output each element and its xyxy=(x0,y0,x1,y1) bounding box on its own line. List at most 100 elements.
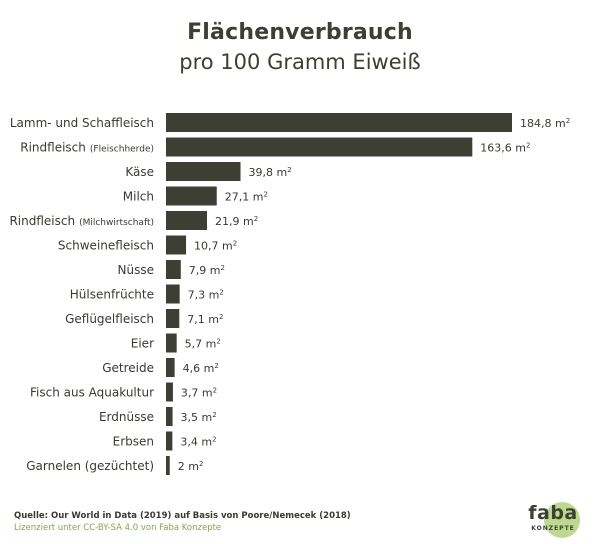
value-number-4: 21,9 m xyxy=(215,215,254,228)
value-unit-sup-14: 2 xyxy=(199,460,203,468)
value-label-14: 2 m2 xyxy=(178,460,204,473)
bar-7 xyxy=(166,284,180,304)
category-main-12: Erdnüsse xyxy=(99,410,154,424)
category-label-6: Nüsse xyxy=(118,263,154,277)
category-label-5: Schweinefleisch xyxy=(58,239,154,253)
chart-title: Flächenverbrauch xyxy=(187,20,413,45)
category-sub-4: (Milchwirtschaft) xyxy=(79,218,154,228)
value-number-9: 5,7 m xyxy=(185,338,217,351)
bar-13 xyxy=(166,431,173,451)
value-unit-sup-12: 2 xyxy=(212,411,216,419)
bar-14 xyxy=(166,456,170,475)
category-label-9: Eier xyxy=(131,337,154,351)
category-main-1: Rindfleisch xyxy=(20,141,86,155)
value-unit-sup-3: 2 xyxy=(263,191,267,199)
category-main-10: Getreide xyxy=(102,361,154,375)
value-number-8: 7,1 m xyxy=(187,313,219,326)
value-label-12: 3,5 m2 xyxy=(181,411,217,424)
category-label-12: Erdnüsse xyxy=(99,410,154,424)
value-label-13: 3,4 m2 xyxy=(180,436,216,449)
logo-circle-icon xyxy=(544,502,580,538)
value-unit-sup-7: 2 xyxy=(219,289,223,297)
value-number-11: 3,7 m xyxy=(181,387,213,400)
value-label-11: 3,7 m2 xyxy=(181,387,217,400)
faba-logo: faba KONZEPTE xyxy=(524,498,582,538)
value-number-6: 7,9 m xyxy=(189,264,221,277)
category-main-9: Eier xyxy=(131,337,154,351)
bar-11 xyxy=(166,382,173,402)
bar-2 xyxy=(166,162,241,181)
value-unit-sup-9: 2 xyxy=(216,338,220,346)
license-note: Lizenziert unter CC-BY-SA 4.0 von Faba K… xyxy=(14,523,222,533)
source-note: Quelle: Our World in Data (2019) auf Bas… xyxy=(14,511,351,521)
category-label-10: Getreide xyxy=(102,361,154,375)
category-label-3: Milch xyxy=(123,190,154,204)
category-label-7: Hülsenfrüchte xyxy=(70,288,154,302)
value-label-0: 184,8 m2 xyxy=(520,117,570,130)
value-number-0: 184,8 m xyxy=(520,117,566,130)
category-label-14: Garnelen (gezüchtet) xyxy=(26,459,154,473)
value-label-6: 7,9 m2 xyxy=(189,264,225,277)
category-label-4: Rindfleisch (Milchwirtschaft) xyxy=(9,214,154,228)
category-main-7: Hülsenfrüchte xyxy=(70,288,154,302)
value-number-5: 10,7 m xyxy=(194,240,233,253)
bar-6 xyxy=(166,260,181,279)
category-main-13: Erbsen xyxy=(113,435,154,449)
value-number-14: 2 m xyxy=(178,460,199,473)
value-label-7: 7,3 m2 xyxy=(188,289,224,302)
value-number-10: 4,6 m xyxy=(183,362,215,375)
logo-subtitle: KONZEPTE xyxy=(531,525,575,532)
value-unit-sup-4: 2 xyxy=(254,215,258,223)
bar-4 xyxy=(166,211,208,230)
value-unit-sup-13: 2 xyxy=(212,436,216,444)
value-unit-sup-1: 2 xyxy=(526,142,530,150)
category-label-8: Geflügelfleisch xyxy=(65,312,154,326)
value-label-3: 27,1 m2 xyxy=(225,191,268,204)
value-label-8: 7,1 m2 xyxy=(187,313,223,326)
value-unit-sup-6: 2 xyxy=(221,264,225,272)
bar-8 xyxy=(166,309,180,328)
value-number-3: 27,1 m xyxy=(225,191,264,204)
value-unit-sup-8: 2 xyxy=(219,313,223,321)
value-label-9: 5,7 m2 xyxy=(185,338,221,351)
value-label-4: 21,9 m2 xyxy=(215,215,258,228)
category-main-2: Käse xyxy=(125,165,154,179)
chart-subtitle: pro 100 Gramm Eiweiß xyxy=(179,50,421,74)
category-main-3: Milch xyxy=(123,190,154,204)
bar-10 xyxy=(166,358,175,377)
value-label-5: 10,7 m2 xyxy=(194,240,237,253)
category-sub-1: (Fleischherde) xyxy=(90,145,154,155)
category-main-14: Garnelen (gezüchtet) xyxy=(26,459,154,473)
value-number-12: 3,5 m xyxy=(181,411,213,424)
category-label-11: Fisch aus Aquakultur xyxy=(30,386,154,400)
value-number-1: 163,6 m xyxy=(480,142,526,155)
bar-3 xyxy=(166,186,217,206)
value-number-2: 39,8 m xyxy=(249,166,288,179)
category-main-8: Geflügelfleisch xyxy=(65,312,154,326)
value-unit-sup-2: 2 xyxy=(287,166,291,174)
category-label-13: Erbsen xyxy=(113,435,154,449)
category-label-0: Lamm- und Schaffleisch xyxy=(10,116,154,130)
category-label-2: Käse xyxy=(125,165,154,179)
value-number-13: 3,4 m xyxy=(180,436,212,449)
category-main-0: Lamm- und Schaffleisch xyxy=(10,116,154,130)
value-label-2: 39,8 m2 xyxy=(249,166,292,179)
value-label-10: 4,6 m2 xyxy=(183,362,219,375)
bar-5 xyxy=(166,235,187,255)
value-number-7: 7,3 m xyxy=(188,289,220,302)
bar-chart: Lamm- und Schaffleisch 184,8 m2Rindfleisc… xyxy=(9,113,570,475)
value-unit-sup-5: 2 xyxy=(233,240,237,248)
category-main-11: Fisch aus Aquakultur xyxy=(30,386,154,400)
bar-1 xyxy=(166,137,473,157)
bar-9 xyxy=(166,333,177,353)
value-unit-sup-0: 2 xyxy=(566,117,570,125)
category-main-5: Schweinefleisch xyxy=(58,239,154,253)
category-label-1: Rindfleisch (Fleischherde) xyxy=(20,141,154,155)
value-unit-sup-10: 2 xyxy=(214,362,218,370)
category-main-4: Rindfleisch xyxy=(9,214,75,228)
logo-wordmark: faba xyxy=(528,502,578,524)
value-label-1: 163,6 m2 xyxy=(480,142,530,155)
bar-0 xyxy=(166,113,512,132)
category-main-6: Nüsse xyxy=(118,263,154,277)
value-unit-sup-11: 2 xyxy=(213,387,217,395)
